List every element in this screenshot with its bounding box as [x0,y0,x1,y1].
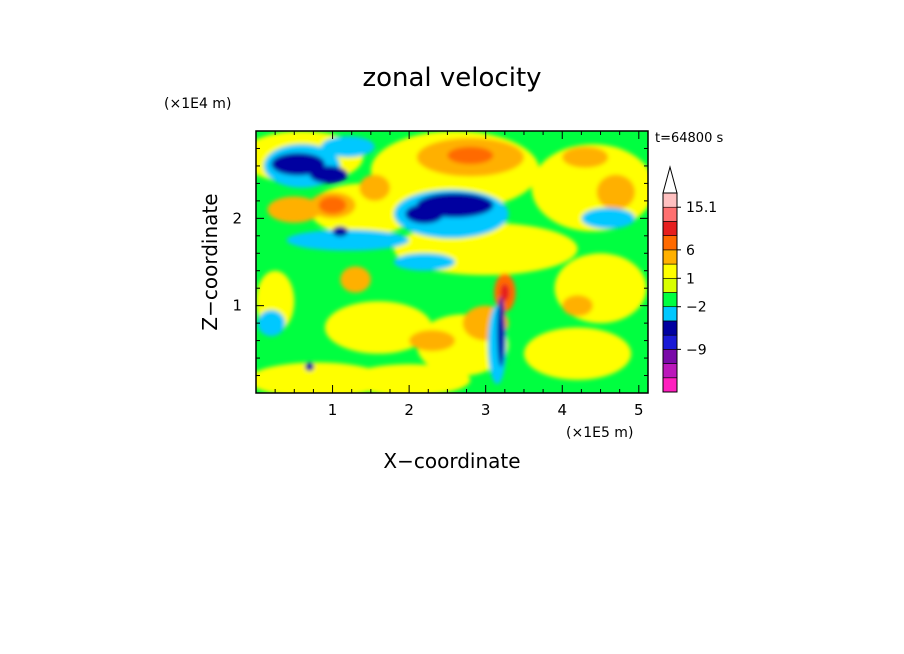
y-tick-label: 2 [232,209,242,227]
field-region-33 [257,310,286,337]
y-axis-label: Z−coordinate [198,193,222,330]
colorbar-tick-label: 1 [686,271,695,287]
field-region-8 [523,327,632,380]
colorbar-tick-label: −2 [686,300,707,316]
x-tick-label: 5 [634,401,644,419]
colorbar-swatch [662,292,678,308]
x-unit-label: (×1E5 m) [566,425,633,441]
colorbar-swatch [662,334,678,350]
field-region-39 [332,226,348,237]
x-tick-label: 3 [481,401,491,419]
colorbar-swatch [662,249,678,265]
colorbar-swatch [662,277,678,293]
field-region-17 [562,146,609,168]
field-region-31 [581,207,635,229]
field-plot-area [256,131,648,393]
field-region-6 [324,301,433,354]
colorbar-swatch [662,235,678,251]
field-region-22 [318,196,347,214]
x-axis-ticks: 1 2 3 4 5 [274,131,644,419]
field-region-37 [405,204,444,224]
colorbar-swatch [662,320,678,336]
chart-title: zonal velocity [362,63,541,93]
x-axis-label: X−coordinate [383,449,520,473]
colorbar-swatch [662,349,678,364]
colorbar-swatch [662,206,678,222]
colorbar-swatch [662,263,678,279]
field-regions [256,131,648,393]
y-tick-label: 1 [232,297,242,315]
x-tick-label: 2 [404,401,414,419]
field-region-38 [497,296,505,367]
field-region-19 [409,330,456,352]
colorbar-swatch [662,306,678,322]
x-tick-label: 1 [328,401,338,419]
colorbar-swatch [662,221,678,236]
field-region-25 [500,283,510,302]
colorbar: −9 −2 1 6 15.1 [662,165,717,393]
field-region-26 [286,229,410,251]
plot-frame [255,130,649,394]
colorbar-extend-arrow [662,165,678,194]
colorbar-frame [662,192,678,393]
field-region-34 [271,152,325,176]
field-region-35 [309,165,348,184]
colorbar-swatch [662,363,678,379]
field-region-16 [596,174,635,210]
field-region-10 [347,364,471,393]
colorbar-swatch [662,377,678,393]
field-region-27 [393,253,456,271]
colorbar-swatch [662,192,678,208]
field-region-23 [447,146,494,165]
field-region-15 [359,174,390,201]
field-region-21 [562,295,593,317]
y-axis-ticks: 12 [232,147,648,377]
colorbar-tick-label: 15.1 [686,200,717,216]
y-unit-label: (×1E4 m) [164,96,231,112]
field-region-13 [267,196,322,223]
colorbar-tick-label: −9 [686,342,707,358]
colorbar-tick-label: 6 [686,243,695,259]
field-region-40 [305,362,315,372]
field-region-20 [340,266,371,293]
time-label: t=64800 s [655,131,723,146]
field-region-30 [321,136,375,158]
x-tick-label: 4 [557,401,567,419]
